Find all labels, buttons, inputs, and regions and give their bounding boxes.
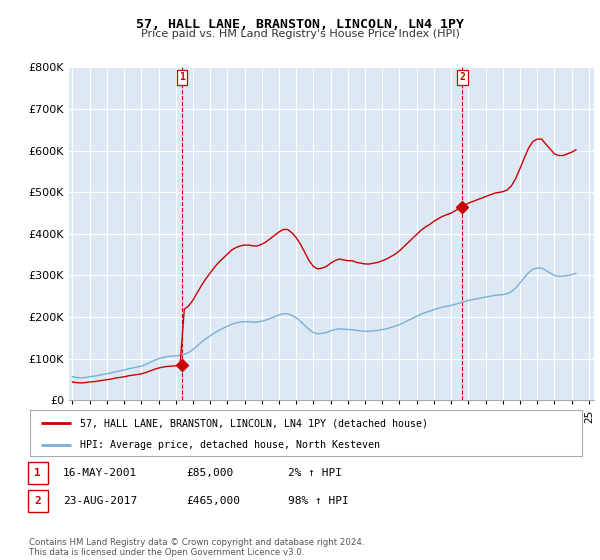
Text: 57, HALL LANE, BRANSTON, LINCOLN, LN4 1PY: 57, HALL LANE, BRANSTON, LINCOLN, LN4 1P… [136,18,464,31]
Text: 98% ↑ HPI: 98% ↑ HPI [288,496,349,506]
Text: £85,000: £85,000 [186,468,233,478]
Text: 1: 1 [34,468,41,478]
Text: 1: 1 [179,72,185,82]
Text: 2: 2 [459,72,465,82]
Text: HPI: Average price, detached house, North Kesteven: HPI: Average price, detached house, Nort… [80,440,380,450]
Text: 23-AUG-2017: 23-AUG-2017 [63,496,137,506]
Text: Price paid vs. HM Land Registry's House Price Index (HPI): Price paid vs. HM Land Registry's House … [140,29,460,39]
Text: 57, HALL LANE, BRANSTON, LINCOLN, LN4 1PY (detached house): 57, HALL LANE, BRANSTON, LINCOLN, LN4 1P… [80,418,428,428]
Text: 2: 2 [34,496,41,506]
Text: £465,000: £465,000 [186,496,240,506]
Text: 16-MAY-2001: 16-MAY-2001 [63,468,137,478]
Text: Contains HM Land Registry data © Crown copyright and database right 2024.
This d: Contains HM Land Registry data © Crown c… [29,538,364,557]
Text: 2% ↑ HPI: 2% ↑ HPI [288,468,342,478]
